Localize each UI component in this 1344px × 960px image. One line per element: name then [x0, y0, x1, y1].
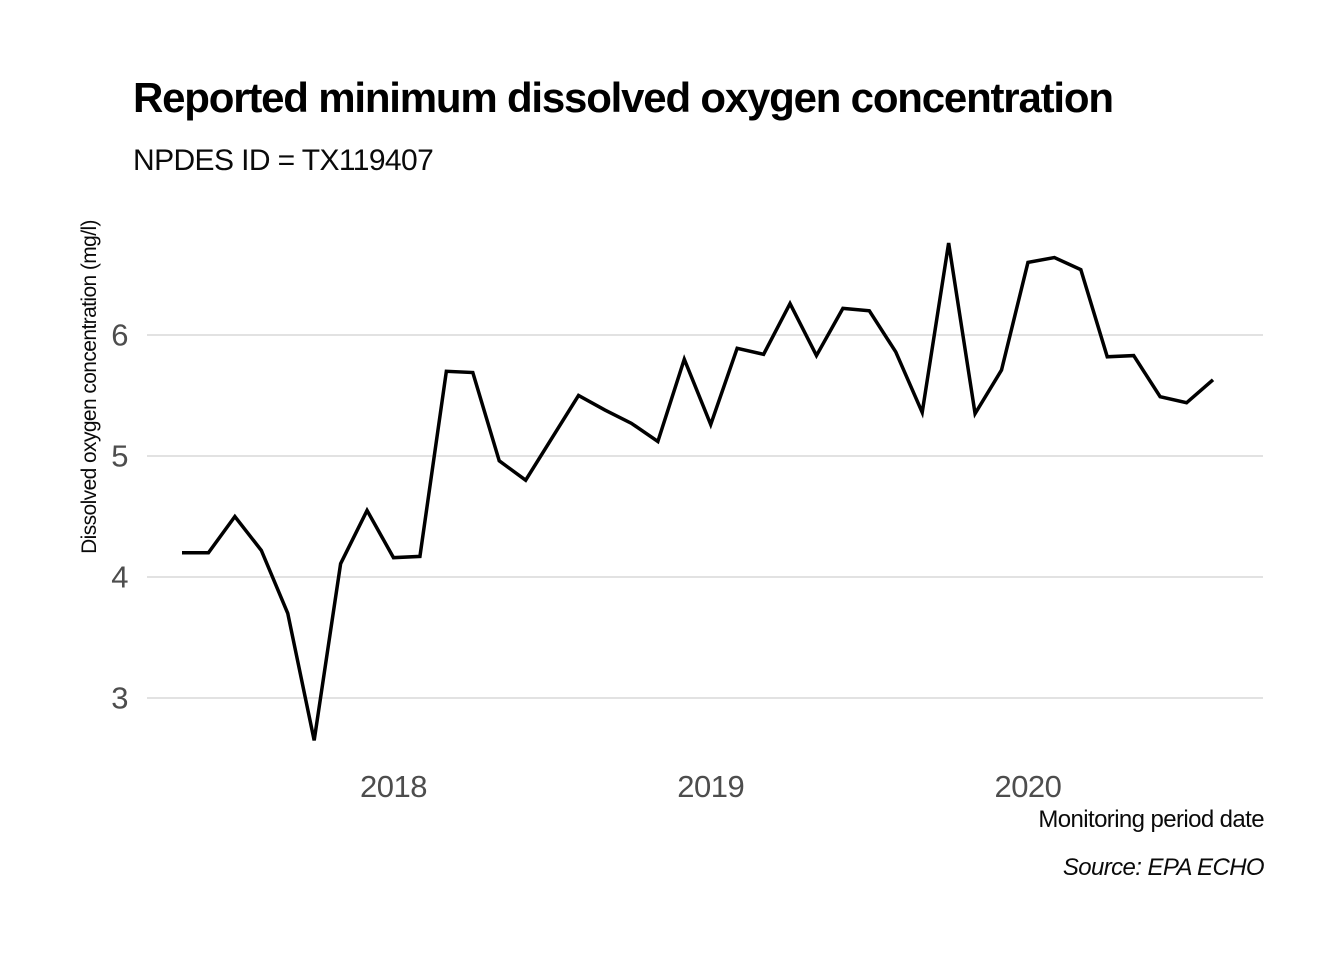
y-tick-label: 5	[111, 439, 128, 474]
data-line-series	[182, 242, 1215, 741]
chart-subtitle: NPDES ID = TX119407	[133, 144, 434, 177]
x-tick-label: 2018	[360, 769, 427, 804]
y-tick-label: 6	[111, 318, 128, 353]
x-tick-label: 2019	[677, 769, 744, 804]
x-tick-label: 2020	[994, 769, 1061, 804]
x-axis-title: Monitoring period date	[1038, 806, 1264, 833]
source-caption: Source: EPA ECHO	[1062, 854, 1265, 881]
y-tick-label: 4	[111, 560, 128, 595]
chart-title: Reported minimum dissolved oxygen concen…	[133, 74, 1114, 121]
y-tick-label: 3	[111, 681, 128, 716]
